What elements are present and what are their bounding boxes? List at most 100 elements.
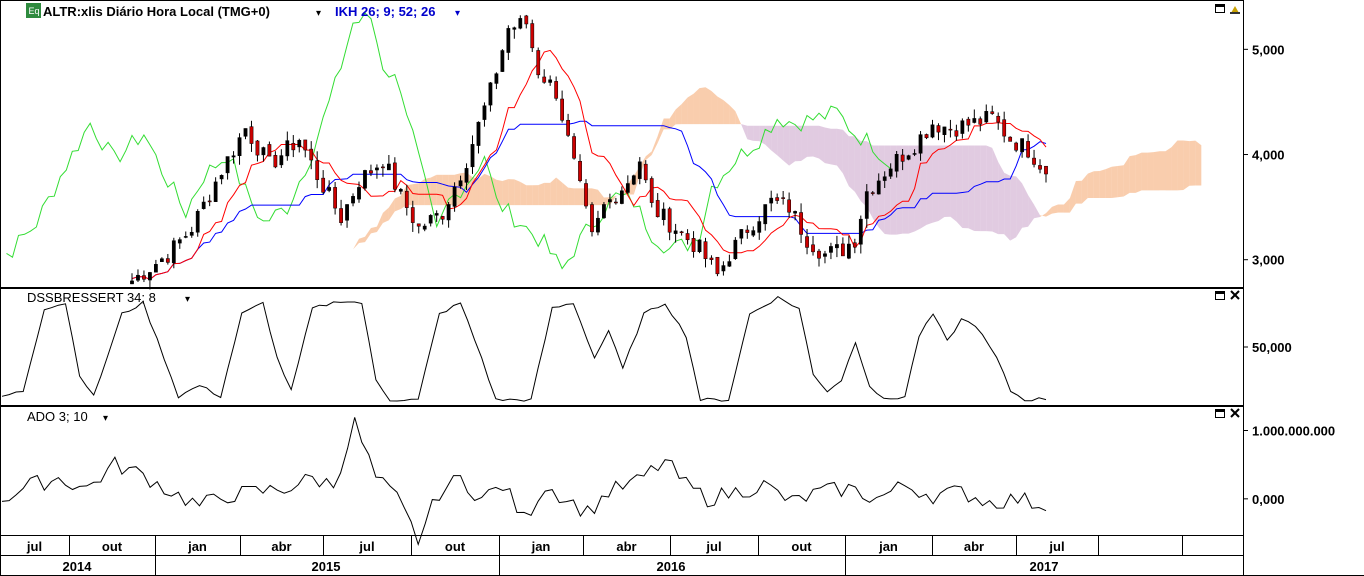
cloud-segment: [382, 207, 389, 224]
candle-body: [751, 230, 756, 236]
cloud-segment: [1069, 181, 1076, 213]
cloud-segment: [687, 93, 694, 125]
cloud-segment: [950, 145, 957, 222]
cloud-segment: [388, 198, 395, 221]
price-axis-label: 3,000: [1252, 253, 1285, 268]
candle-body: [619, 190, 624, 204]
candle-body: [936, 125, 941, 133]
header-badge[interactable]: Eq: [26, 3, 41, 18]
cloud-segment: [801, 125, 808, 161]
cloud-segment: [496, 179, 503, 206]
cloud-segment: [1016, 176, 1023, 238]
candle-body: [333, 187, 337, 209]
window-maximize-icon[interactable]: [1215, 409, 1225, 418]
dss-pane-label[interactable]: DSSBRESSERT 34; 8: [27, 290, 156, 305]
candle-body: [578, 160, 582, 181]
cloud-segment: [789, 125, 796, 166]
instrument-title[interactable]: ALTR:xlis Diário Hora Local (TMG+0): [43, 4, 270, 19]
candle-body: [386, 163, 391, 171]
close-icon[interactable]: [1230, 408, 1240, 418]
cloud-segment: [914, 145, 921, 232]
cloud-segment: [986, 145, 993, 232]
chevron-down-icon[interactable]: ▾: [185, 294, 190, 305]
candle-body: [357, 187, 361, 200]
candle-body: [1026, 141, 1030, 158]
cloud-segment: [418, 178, 425, 206]
cloud-segment: [998, 161, 1005, 235]
candle-body: [924, 134, 929, 139]
tenkan-sen-line: [131, 49, 1047, 280]
candle-body: [584, 183, 588, 207]
candle-body: [805, 236, 809, 248]
cloud-segment: [669, 109, 676, 130]
candle-body: [512, 27, 517, 30]
candle-body: [321, 177, 326, 193]
month-label: jan: [878, 539, 898, 554]
candle-body: [554, 81, 559, 99]
chevron-down-icon[interactable]: ▾: [455, 8, 460, 19]
candle-body: [769, 197, 774, 204]
cloud-segment: [711, 91, 718, 125]
candle-body: [375, 167, 379, 171]
candle-body: [643, 163, 648, 181]
candle-body: [823, 253, 827, 257]
window-maximize-icon[interactable]: [1215, 4, 1225, 13]
ado-pane-label[interactable]: ADO 3; 10: [27, 409, 88, 424]
candle-body: [542, 76, 547, 83]
window-maximize-icon[interactable]: [1215, 291, 1225, 300]
candle-body: [148, 272, 152, 281]
cloud-segment: [777, 125, 784, 161]
candle-body: [1002, 119, 1007, 137]
candle-body: [912, 153, 917, 155]
candle-body: [369, 170, 373, 174]
candle-body: [960, 120, 965, 134]
candle-body: [279, 155, 284, 166]
cloud-segment: [860, 141, 867, 207]
cloud-segment: [1165, 147, 1172, 191]
pin-icon[interactable]: [1230, 6, 1240, 14]
cloud-segment: [1028, 195, 1035, 227]
cloud-segment: [807, 125, 814, 157]
cloud-segment: [1010, 175, 1017, 241]
eq-badge-bg: [26, 3, 41, 18]
candle-body: [978, 118, 983, 125]
close-icon[interactable]: [1230, 290, 1240, 300]
chevron-down-icon[interactable]: ▾: [103, 413, 108, 424]
cloud-segment: [854, 136, 861, 202]
candle-body: [536, 50, 541, 76]
cloud-segment: [693, 88, 700, 125]
cloud-segment: [1183, 140, 1190, 191]
candle-body: [165, 258, 170, 263]
cloud-segment: [872, 145, 879, 228]
candle-body: [900, 154, 905, 162]
chevron-down-icon[interactable]: ▾: [316, 8, 321, 19]
cloud-segment: [287, 276, 294, 279]
candle-body: [243, 128, 248, 137]
ado-pane-frame: [0, 406, 1244, 536]
candle-body: [219, 175, 224, 180]
candle-body: [183, 236, 188, 238]
candle-body: [398, 189, 403, 192]
cloud-segment: [526, 185, 533, 206]
candle-body: [703, 241, 708, 260]
candle-body: [972, 118, 977, 123]
ichimoku-cloud: [287, 87, 1202, 280]
cloud-segment: [335, 260, 342, 264]
ichimoku-lines: [6, 12, 1047, 280]
candle-body: [661, 208, 666, 221]
cloud-segment: [305, 274, 312, 280]
candle-body: [727, 261, 732, 267]
cloud-segment: [1040, 213, 1046, 218]
candle-body: [637, 161, 642, 179]
cloud-segment: [944, 145, 951, 218]
year-label: 2016: [657, 559, 686, 574]
cloud-segment: [974, 145, 981, 232]
cloud-segment: [359, 236, 365, 243]
indicator-title[interactable]: IKH 26; 9; 52; 26: [335, 4, 435, 19]
cloud-segment: [502, 179, 509, 206]
candle-body: [189, 231, 194, 236]
candle-body: [966, 118, 971, 126]
candle-body: [548, 79, 553, 83]
candle-body: [811, 244, 815, 253]
candle-body: [159, 258, 164, 262]
